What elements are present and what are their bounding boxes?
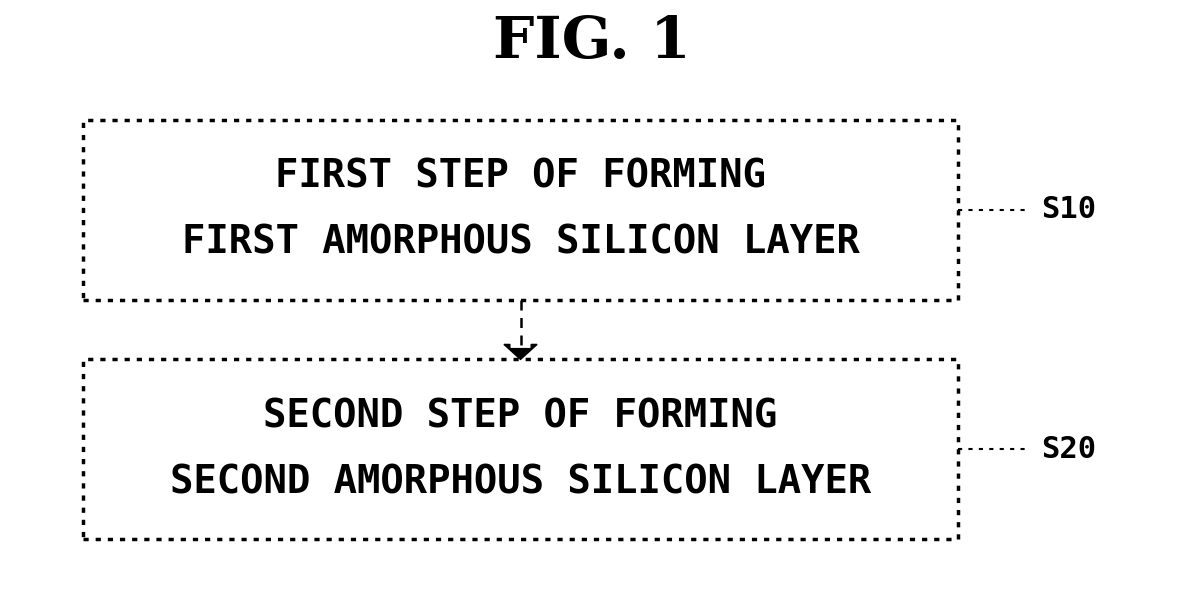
Text: S10: S10 xyxy=(1041,195,1097,224)
Text: FIG. 1: FIG. 1 xyxy=(492,14,691,70)
Text: SECOND AMORPHOUS SILICON LAYER: SECOND AMORPHOUS SILICON LAYER xyxy=(170,463,871,501)
Bar xyxy=(83,359,958,539)
Text: FIRST AMORPHOUS SILICON LAYER: FIRST AMORPHOUS SILICON LAYER xyxy=(181,223,860,262)
FancyArrow shape xyxy=(504,344,537,359)
Text: FIRST STEP OF FORMING: FIRST STEP OF FORMING xyxy=(276,158,765,196)
Text: S20: S20 xyxy=(1041,435,1097,464)
Bar xyxy=(83,120,958,300)
Text: SECOND STEP OF FORMING: SECOND STEP OF FORMING xyxy=(264,397,777,435)
